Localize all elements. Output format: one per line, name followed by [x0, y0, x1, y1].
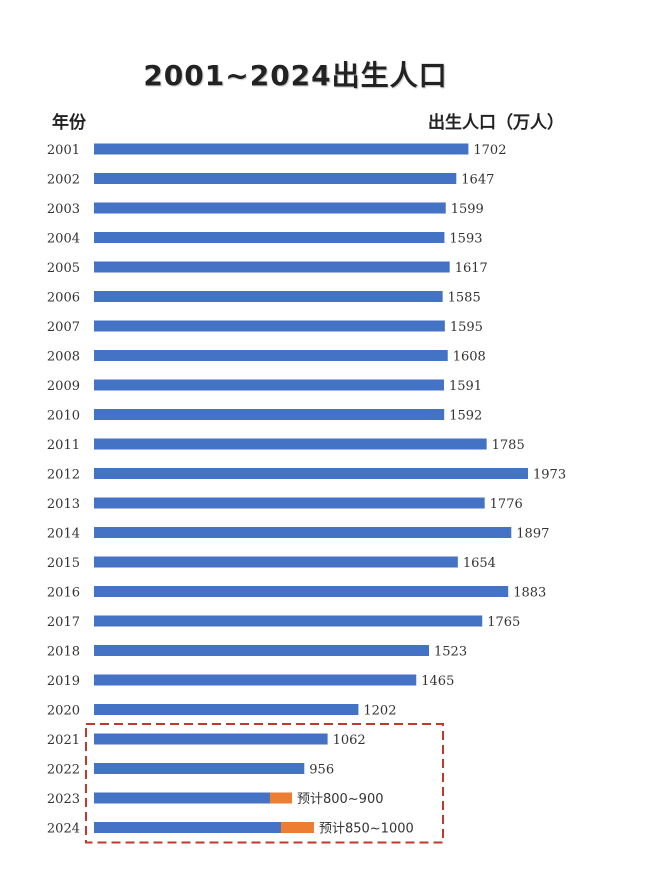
- year-tick-label: 2024: [47, 822, 80, 837]
- data-label: 1523: [434, 645, 467, 660]
- bar: [94, 438, 487, 450]
- bar: [94, 143, 469, 155]
- year-tick-label: 2001: [47, 143, 80, 158]
- data-label: 1765: [487, 615, 520, 630]
- year-tick-label: 2017: [47, 615, 80, 630]
- year-tick-label: 2007: [47, 320, 80, 335]
- chart-title: 2001~2024出生人口: [143, 59, 448, 92]
- bar: [94, 763, 305, 774]
- bar: [94, 350, 448, 361]
- data-label: 956: [309, 763, 334, 778]
- bar: [94, 645, 430, 656]
- bar: [94, 822, 281, 833]
- year-tick-label: 2023: [47, 792, 80, 807]
- year-tick-label: 2005: [47, 261, 80, 276]
- data-label: 1585: [448, 291, 481, 306]
- x-axis-label: 出生人口（万人）: [428, 113, 564, 133]
- year-tick-label: 2014: [47, 527, 80, 542]
- year-tick-label: 2016: [47, 586, 80, 601]
- bar: [94, 173, 457, 184]
- bar: [94, 556, 458, 568]
- year-tick-label: 2022: [47, 763, 80, 778]
- year-tick-label: 2012: [47, 468, 80, 483]
- bar: [94, 468, 528, 479]
- data-label: 1702: [473, 143, 506, 158]
- year-tick-label: 2015: [47, 556, 80, 571]
- estimate-range-bar: [269, 792, 292, 804]
- bar: [94, 497, 485, 509]
- bar: [94, 320, 445, 332]
- bar: [94, 261, 450, 273]
- data-label: 1062: [333, 733, 366, 748]
- year-tick-label: 2021: [47, 733, 80, 748]
- year-tick-label: 2010: [47, 409, 80, 424]
- data-label: 1785: [492, 438, 525, 453]
- bar: [94, 409, 445, 420]
- bar: [94, 615, 483, 627]
- data-label: 1973: [533, 468, 566, 483]
- year-tick-label: 2002: [47, 173, 80, 188]
- year-tick-label: 2008: [47, 350, 80, 365]
- year-tick-label: 2018: [47, 645, 80, 660]
- bar: [94, 792, 270, 804]
- bar: [94, 202, 446, 214]
- data-label: 1595: [450, 320, 483, 335]
- y-axis-label: 年份: [52, 113, 86, 133]
- bar: [94, 232, 445, 243]
- bar: [94, 674, 417, 686]
- year-tick-label: 2013: [47, 497, 80, 512]
- data-label: 1647: [461, 173, 494, 188]
- bar: [94, 704, 359, 715]
- data-label: 1593: [449, 232, 482, 247]
- bar: [94, 379, 444, 391]
- year-tick-label: 2004: [47, 232, 80, 247]
- bar: [94, 527, 512, 538]
- data-label: 1608: [453, 350, 486, 365]
- data-label: 1591: [449, 379, 482, 394]
- data-label: 预计800~900: [297, 792, 384, 807]
- data-label: 1592: [449, 409, 482, 424]
- estimate-range-bar: [280, 822, 314, 833]
- year-tick-label: 2003: [47, 202, 80, 217]
- data-label: 1599: [451, 202, 484, 217]
- data-label: 1202: [363, 704, 396, 719]
- data-label: 1465: [421, 674, 454, 689]
- data-label: 1883: [513, 586, 546, 601]
- year-tick-label: 2009: [47, 379, 80, 394]
- data-label: 1897: [516, 527, 549, 542]
- year-tick-label: 2019: [47, 674, 80, 689]
- bar: [94, 733, 328, 745]
- data-label: 1776: [490, 497, 523, 512]
- bar: [94, 586, 509, 597]
- bar: [94, 291, 443, 302]
- data-label: 1617: [455, 261, 488, 276]
- year-tick-label: 2006: [47, 291, 80, 306]
- year-tick-label: 2011: [47, 438, 80, 453]
- data-label: 1654: [463, 556, 496, 571]
- year-tick-label: 2020: [47, 704, 80, 719]
- data-label: 预计850~1000: [319, 822, 414, 837]
